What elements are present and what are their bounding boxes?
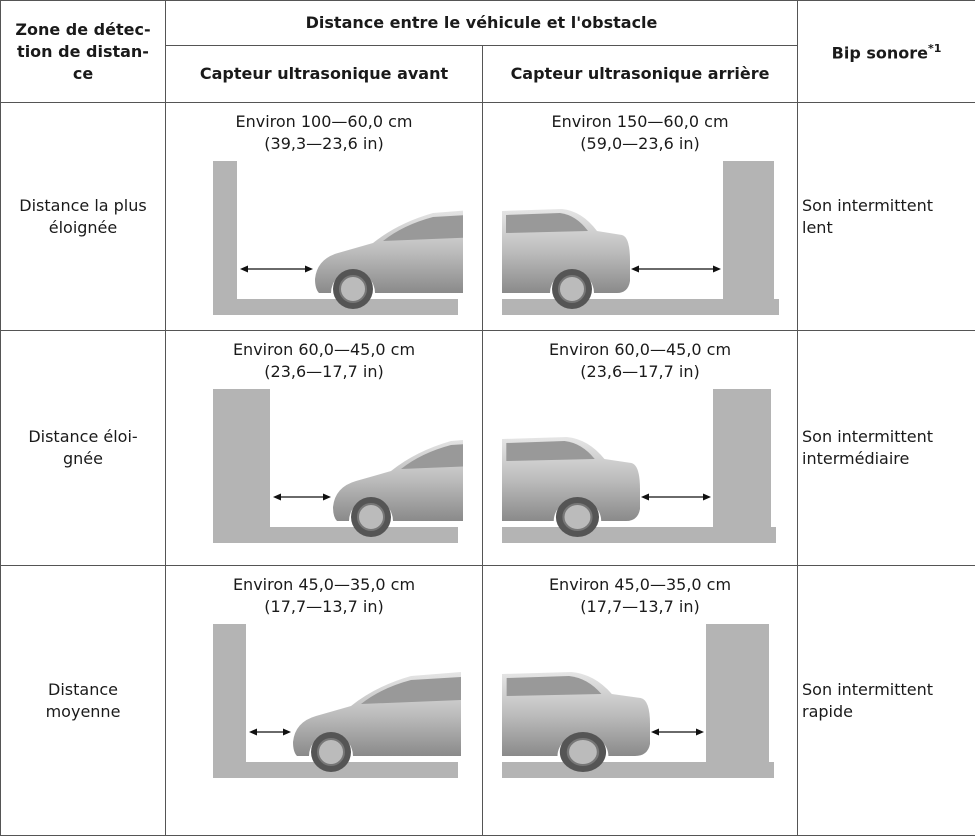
front-cell: Environ 100—60,0 cm (39,3—23,6 in) [166, 103, 483, 331]
front-illustration [213, 161, 463, 317]
rear-cell: Environ 150—60,0 cm (59,0—23,6 in) [483, 103, 798, 331]
rear-cell: Environ 60,0—45,0 cm (23,6—17,7 in) [483, 331, 798, 566]
arrow-head [713, 266, 721, 273]
beep-header-text: Bip sonore [832, 44, 928, 63]
ground [213, 299, 458, 315]
text-line: intermédiaire [802, 449, 909, 468]
distance-header: Distance entre le véhicule et l'obstacle [166, 1, 798, 46]
car [293, 672, 461, 772]
front-cell: Environ 45,0—35,0 cm (17,7—13,7 in) [166, 566, 483, 836]
distance-header-text: Distance entre le véhicule et l'obstacle [306, 13, 658, 32]
wall [213, 389, 270, 527]
front-header-text: Capteur ultrasonique avant [200, 64, 448, 83]
text-line: (59,0—23,6 in) [580, 134, 699, 153]
text-line: (39,3—23,6 in) [264, 134, 383, 153]
car-window [401, 442, 463, 469]
text-line: Son intermittent [802, 680, 933, 699]
text-line: Son intermittent [802, 427, 933, 446]
arrow-head [305, 266, 313, 273]
text-line: lent [802, 218, 833, 237]
front-illustration [213, 389, 463, 545]
text-line: Environ 100—60,0 cm [235, 112, 412, 131]
car [333, 437, 463, 537]
rim [563, 504, 591, 530]
car [502, 672, 650, 772]
arrow-head [240, 266, 248, 273]
wall [213, 161, 237, 299]
text-line: Environ 150—60,0 cm [551, 112, 728, 131]
text-line: (23,6—17,7 in) [264, 362, 383, 381]
zone-cell: Distance la plus éloignée [1, 103, 166, 331]
rim [318, 739, 344, 765]
rear-illustration [502, 389, 787, 545]
front-header: Capteur ultrasonique avant [166, 46, 483, 103]
text-line: Distance la plus [19, 196, 146, 215]
rear-header-text: Capteur ultrasonique arrière [511, 64, 770, 83]
ground [502, 527, 776, 543]
car [502, 437, 640, 537]
beep-cell: Son intermittent intermédiaire [798, 331, 975, 566]
wall [213, 624, 246, 762]
arrow-head [641, 494, 649, 501]
rim [340, 276, 366, 302]
car [315, 209, 463, 309]
arrow-head [651, 729, 659, 736]
rear-illustration [502, 161, 787, 317]
text-line: Zone de détec- [15, 20, 150, 39]
wall [723, 161, 774, 299]
rim [358, 504, 384, 530]
arrow-head [631, 266, 639, 273]
text-line: ce [73, 64, 93, 83]
table-row: Distance la plus éloignée Environ 100—60,0… [1, 103, 975, 331]
rear-cell: Environ 45,0—35,0 cm (17,7—13,7 in) [483, 566, 798, 836]
beep-cell: Son intermittent rapide [798, 566, 975, 836]
text-line: rapide [802, 702, 853, 721]
text-line: (17,7—13,7 in) [264, 597, 383, 616]
text-line: gnée [63, 449, 103, 468]
text-line: Distance [48, 680, 118, 699]
rim [559, 276, 585, 302]
ground [502, 762, 774, 778]
text-line: (23,6—17,7 in) [580, 362, 699, 381]
wall [706, 624, 769, 762]
text-line: Distance éloi- [28, 427, 137, 446]
table-body: Distance la plus éloignée Environ 100—60,0… [1, 103, 975, 836]
zone-cell: Distance moyenne [1, 566, 166, 836]
arrow-head [283, 729, 291, 736]
text-line: moyenne [46, 702, 121, 721]
wall [713, 389, 771, 527]
text-line: (17,7—13,7 in) [580, 597, 699, 616]
text-line: tion de distan- [17, 42, 149, 61]
footnote-mark: *1 [928, 42, 941, 55]
beep-header: Bip sonore*1 [798, 1, 975, 103]
car [502, 209, 630, 309]
table-row: Distance moyenne Environ 45,0—35,0 cm (17,7… [1, 566, 975, 836]
text-line: éloignée [49, 218, 118, 237]
text-line: Environ 45,0—35,0 cm [233, 575, 415, 594]
text-line: Environ 60,0—45,0 cm [233, 340, 415, 359]
rear-illustration [502, 624, 787, 780]
front-illustration [213, 624, 463, 780]
text-line: Son intermittent [802, 196, 933, 215]
table-row: Distance éloi-gnée Environ 60,0—45,0 cm (2… [1, 331, 975, 566]
arrow-head [249, 729, 257, 736]
arrow-head [703, 494, 711, 501]
zone-header: Zone de détec-tion de distan-ce [1, 1, 166, 103]
front-cell: Environ 60,0—45,0 cm (23,6—17,7 in) [166, 331, 483, 566]
rear-header: Capteur ultrasonique arrière [483, 46, 798, 103]
ground [213, 527, 458, 543]
beep-cell: Son intermittent lent [798, 103, 975, 331]
arrow-head [273, 494, 281, 501]
arrow-head [696, 729, 704, 736]
arrow-head [323, 494, 331, 501]
text-line: Environ 45,0—35,0 cm [549, 575, 731, 594]
ground [502, 299, 779, 315]
zone-cell: Distance éloi-gnée [1, 331, 166, 566]
rim [568, 739, 598, 765]
text-line: Environ 60,0—45,0 cm [549, 340, 731, 359]
